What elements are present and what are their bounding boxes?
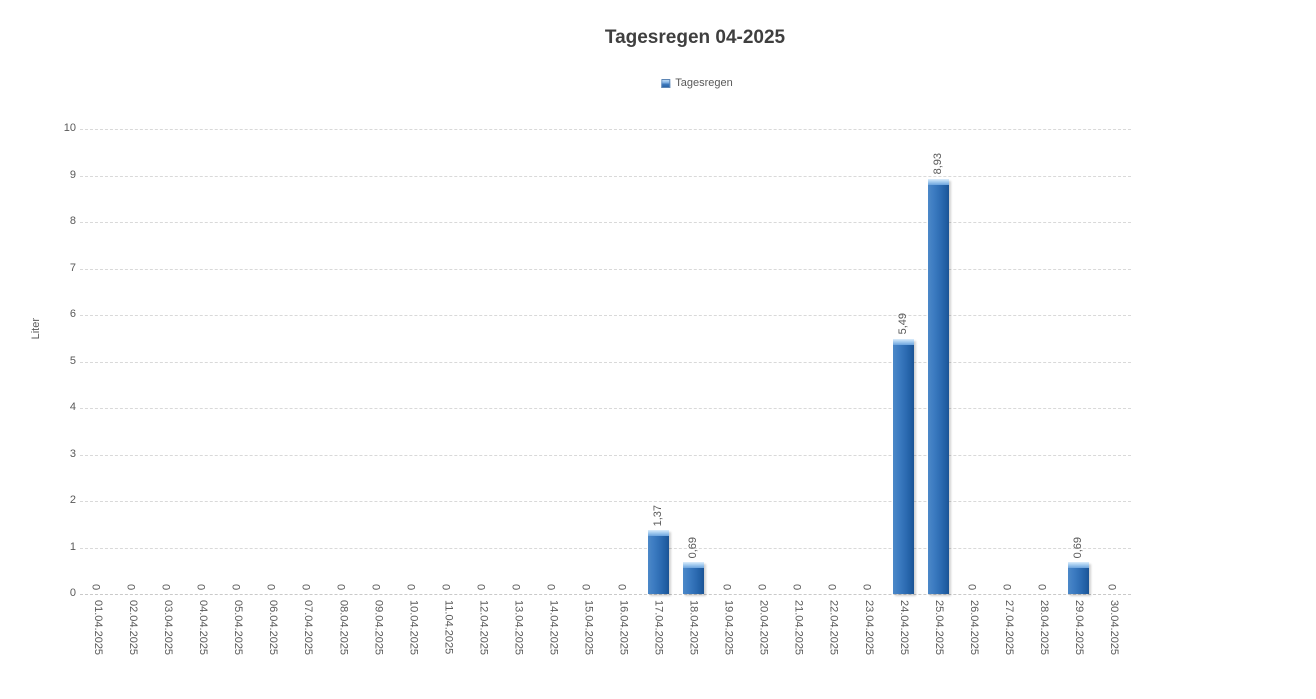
gridline bbox=[80, 315, 1131, 316]
gridline bbox=[80, 501, 1131, 502]
y-tick-label: 10 bbox=[63, 122, 76, 134]
bar-value-label: 0 bbox=[1036, 583, 1049, 590]
gridline bbox=[80, 408, 1131, 409]
bar-value-label: 0 bbox=[721, 583, 734, 590]
legend-marker-icon bbox=[661, 78, 671, 88]
bar-value-label: 0 bbox=[1001, 583, 1014, 590]
gridline bbox=[80, 547, 1131, 549]
x-tick-label: 08.04.2025 bbox=[337, 600, 350, 656]
gridline bbox=[80, 454, 1131, 456]
y-tick-label: 3 bbox=[69, 447, 76, 460]
bar-value-label: 0 bbox=[826, 583, 839, 590]
x-tick-label: 17.04.2025 bbox=[652, 600, 665, 656]
bar-value-label: 0 bbox=[476, 583, 489, 590]
bar-value-label: 0 bbox=[161, 583, 174, 590]
y-tick-label: 2 bbox=[69, 494, 76, 506]
bar-value-label: 0 bbox=[441, 583, 454, 590]
bar bbox=[892, 338, 914, 594]
y-tick-label: 4 bbox=[69, 401, 76, 413]
gridline bbox=[80, 268, 1131, 270]
x-tick-label: 15.04.2025 bbox=[582, 600, 595, 656]
bar-value-label: 0 bbox=[966, 583, 979, 590]
bar-value-label: 0 bbox=[861, 583, 874, 590]
x-tick-label: 21.04.2025 bbox=[792, 600, 805, 656]
bar-value-label: 0 bbox=[791, 583, 804, 590]
bar-value-label: 0 bbox=[196, 583, 209, 590]
gridline bbox=[80, 222, 1131, 223]
x-tick-label: 01.04.2025 bbox=[92, 600, 105, 656]
gridline bbox=[80, 361, 1131, 363]
x-tick-label: 29.04.2025 bbox=[1072, 600, 1085, 656]
x-tick-label: 09.04.2025 bbox=[372, 600, 385, 656]
bar-value-label: 0 bbox=[91, 583, 104, 590]
bar-value-label: 0 bbox=[126, 583, 139, 590]
bar-value-label: 0 bbox=[266, 583, 279, 590]
y-tick-label: 7 bbox=[69, 261, 76, 274]
bar-value-label: 8,93 bbox=[931, 153, 944, 175]
x-tick-label: 20.04.2025 bbox=[757, 600, 770, 656]
chart-title: Tagesregen 04-2025 bbox=[604, 27, 786, 48]
x-tick-label: 06.04.2025 bbox=[267, 600, 280, 656]
bar-value-label: 0 bbox=[336, 583, 349, 590]
bar-value-label: 0 bbox=[301, 583, 314, 590]
x-tick-label: 18.04.2025 bbox=[687, 600, 700, 656]
x-tick-label: 13.04.2025 bbox=[512, 600, 525, 656]
legend-label: Tagesregen bbox=[675, 77, 733, 89]
x-tick-label: 28.04.2025 bbox=[1037, 600, 1050, 656]
bar-value-label: 0 bbox=[756, 583, 769, 590]
x-tick-label: 03.04.2025 bbox=[162, 600, 175, 656]
bar-value-label: 0 bbox=[546, 583, 559, 590]
bar-value-label: 5,49 bbox=[896, 313, 909, 335]
y-tick-label: 9 bbox=[69, 168, 76, 181]
x-tick-label: 25.04.2025 bbox=[932, 600, 945, 656]
y-tick-label: 0 bbox=[69, 587, 76, 599]
gridline bbox=[80, 129, 1131, 130]
x-tick-label: 19.04.2025 bbox=[722, 600, 735, 656]
x-tick-label: 22.04.2025 bbox=[827, 600, 840, 656]
y-tick-label: 1 bbox=[69, 540, 76, 553]
x-axis-line bbox=[80, 594, 1131, 595]
x-tick-label: 10.04.2025 bbox=[407, 600, 420, 656]
y-tick-label: 8 bbox=[69, 215, 76, 227]
x-tick-label: 26.04.2025 bbox=[967, 600, 980, 656]
x-tick-label: 24.04.2025 bbox=[897, 600, 910, 656]
x-tick-label: 14.04.2025 bbox=[547, 600, 560, 656]
bar bbox=[647, 530, 669, 594]
y-tick-label: 6 bbox=[69, 308, 76, 320]
legend: Tagesregen bbox=[661, 77, 733, 89]
x-tick-label: 16.04.2025 bbox=[617, 600, 630, 656]
bar-value-label: 0 bbox=[616, 583, 629, 590]
x-tick-label: 23.04.2025 bbox=[862, 600, 875, 656]
x-tick-label: 07.04.2025 bbox=[302, 600, 315, 656]
x-tick-label: 02.04.2025 bbox=[127, 600, 140, 656]
bar-value-label: 0 bbox=[371, 583, 384, 590]
bar-value-label: 0 bbox=[406, 583, 419, 590]
x-tick-label: 30.04.2025 bbox=[1107, 600, 1120, 656]
bar-value-label: 0 bbox=[231, 583, 244, 590]
y-tick-label: 5 bbox=[69, 354, 76, 367]
bar-value-label: 0,69 bbox=[1071, 536, 1084, 558]
bar-value-label: 1,37 bbox=[651, 504, 664, 527]
bar-value-label: 0 bbox=[581, 583, 594, 590]
bar-value-label: 0 bbox=[511, 583, 524, 590]
x-tick-label: 04.04.2025 bbox=[197, 600, 210, 656]
bar bbox=[927, 178, 949, 594]
bar bbox=[682, 561, 704, 594]
x-tick-label: 12.04.2025 bbox=[477, 600, 490, 656]
x-tick-label: 11.04.2025 bbox=[442, 600, 455, 655]
x-tick-label: 27.04.2025 bbox=[1002, 600, 1015, 656]
bar bbox=[1067, 561, 1089, 594]
bar-value-label: 0,69 bbox=[686, 536, 699, 558]
bar-value-label: 0 bbox=[1106, 583, 1119, 590]
x-tick-label: 05.04.2025 bbox=[232, 600, 245, 656]
gridline bbox=[80, 175, 1131, 177]
